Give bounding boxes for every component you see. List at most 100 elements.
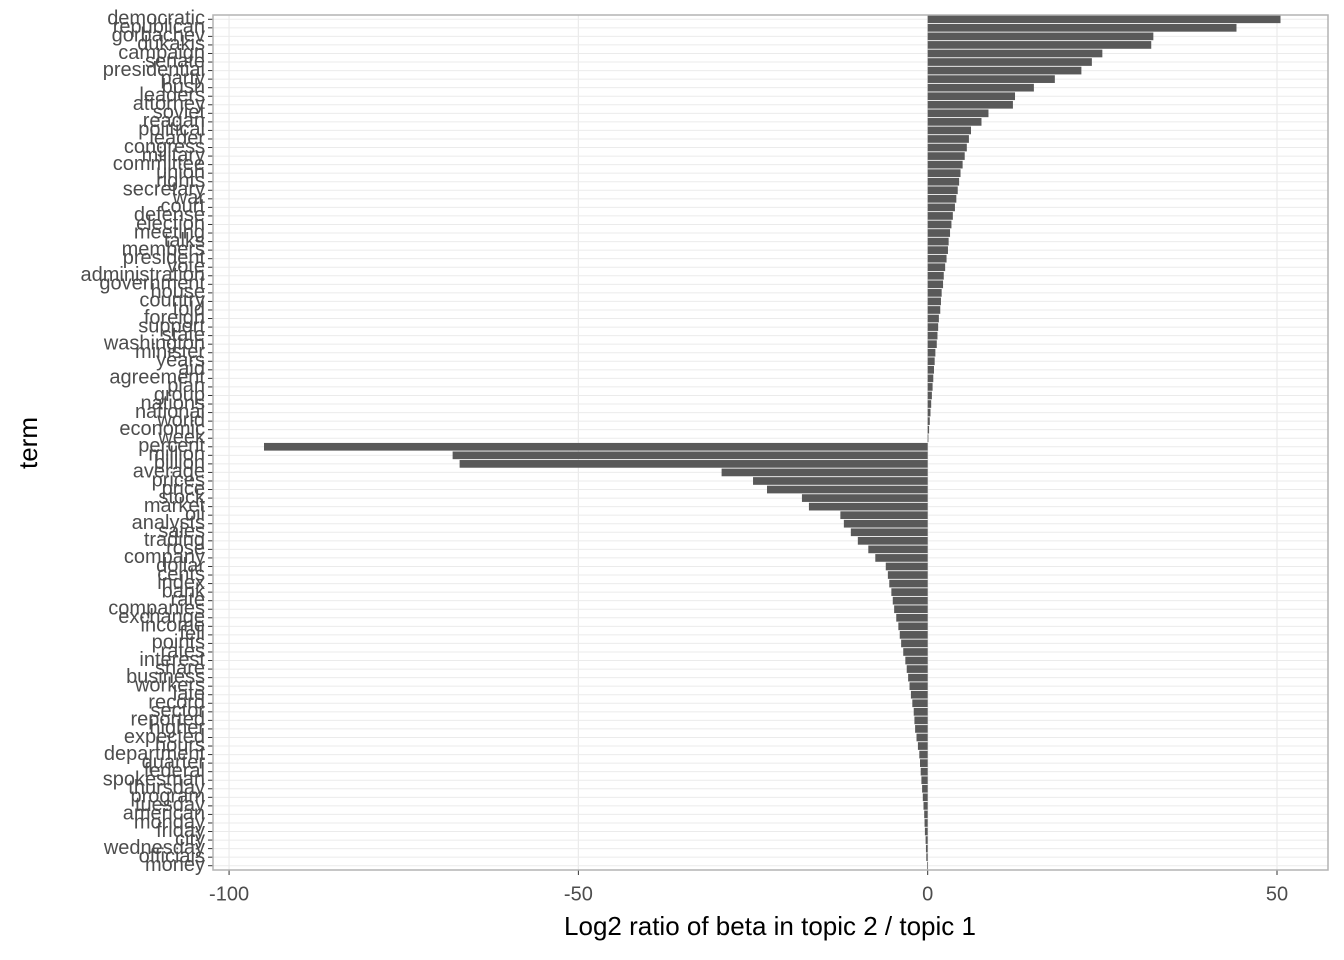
bar <box>927 246 948 254</box>
bar <box>920 767 928 776</box>
panel-border <box>212 14 1329 871</box>
y-tick-label: sector <box>151 700 206 722</box>
y-tick-label: expected <box>124 726 205 748</box>
bar <box>924 827 928 836</box>
y-tick-label: defense <box>134 204 205 226</box>
y-tick-label: trading <box>144 529 205 551</box>
y-tick-label: company <box>124 546 205 568</box>
bar <box>924 810 928 819</box>
y-tick-label: dukakis <box>137 33 205 55</box>
bar <box>927 237 949 246</box>
bar <box>927 118 982 126</box>
bar <box>922 793 928 802</box>
bar <box>903 648 928 656</box>
y-tick-label: program <box>131 786 205 808</box>
bar <box>919 750 928 759</box>
y-tick-label: vote <box>167 256 205 278</box>
x-tick-label: 50 <box>1266 883 1288 905</box>
bar <box>459 460 928 468</box>
bar <box>927 254 947 263</box>
bar <box>925 836 928 844</box>
bar <box>927 58 1092 66</box>
y-tick-label: administration <box>80 264 205 286</box>
bar <box>927 417 930 425</box>
bar <box>927 169 961 178</box>
y-tick-label: hours <box>155 734 205 756</box>
bar <box>912 699 928 708</box>
y-tick-label: talks <box>164 230 205 252</box>
bar <box>927 143 967 152</box>
y-tick-label: cents <box>157 563 205 585</box>
x-axis-title: Log2 ratio of beta in topic 2 / topic 1 <box>564 911 976 941</box>
bar <box>927 400 932 408</box>
bar <box>927 100 1013 109</box>
bar <box>808 502 928 511</box>
bar <box>927 365 934 374</box>
y-tick-label: monday <box>134 811 205 833</box>
bar <box>857 536 928 545</box>
y-tick-label: percent <box>138 435 205 457</box>
bar <box>868 545 928 554</box>
y-tick-label: tuesday <box>135 794 205 816</box>
y-tick-label: state <box>162 324 205 346</box>
y-tick-label: week <box>157 427 206 449</box>
bar <box>885 562 928 571</box>
x-tick-label: -50 <box>564 883 593 905</box>
y-tick-label: oil <box>185 503 205 525</box>
y-tick-label: federal <box>144 760 205 782</box>
bar <box>927 408 931 417</box>
bar <box>923 802 928 810</box>
y-tick-label: points <box>152 632 205 654</box>
y-tick-label: interest <box>139 649 205 671</box>
y-tick-label: group <box>154 384 205 406</box>
bar <box>889 579 928 588</box>
y-tick-label: index <box>157 572 205 594</box>
bar <box>927 212 953 220</box>
y-tick-label: friday <box>156 820 205 842</box>
y-tick-label: officials <box>139 845 205 867</box>
bar <box>927 348 936 357</box>
bar <box>263 442 928 451</box>
y-tick-label: share <box>155 657 205 679</box>
y-tick-label: american <box>123 803 205 825</box>
y-tick-label: million <box>148 444 205 466</box>
y-tick-label: rights <box>156 170 205 192</box>
y-tick-label: thursday <box>128 777 205 799</box>
y-tick-label: rose <box>166 538 205 560</box>
y-tick-label: told <box>173 298 205 320</box>
y-tick-label: world <box>156 409 205 431</box>
bar <box>909 682 928 691</box>
bar <box>908 673 928 682</box>
bar <box>926 853 928 862</box>
bar <box>892 596 928 605</box>
y-tick-label: reported <box>131 709 206 731</box>
bar <box>927 340 937 349</box>
y-tick-label: price <box>162 478 205 500</box>
y-tick-label: higher <box>149 717 205 739</box>
y-tick-label: billion <box>154 452 205 474</box>
y-tick-label: record <box>148 692 205 714</box>
bar <box>927 152 965 160</box>
bar <box>801 494 928 502</box>
bar <box>927 49 1103 58</box>
y-tick-label: union <box>156 161 205 183</box>
bar <box>927 83 1034 92</box>
y-tick-label: election <box>136 213 205 235</box>
bar <box>905 656 928 665</box>
y-tick-label: washington <box>103 332 205 354</box>
bar <box>927 135 969 143</box>
y-tick-label: attorney <box>133 93 205 115</box>
bar <box>927 109 989 118</box>
bar <box>914 716 928 725</box>
y-tick-label: analysts <box>132 512 205 534</box>
bar <box>927 41 1152 49</box>
bar <box>917 742 928 750</box>
bar <box>887 571 928 579</box>
y-tick-label: aid <box>178 358 205 380</box>
bar <box>927 177 960 186</box>
y-tick-label: reagan <box>143 110 205 132</box>
y-tick-label: wednesday <box>103 837 205 859</box>
bar <box>922 784 928 793</box>
y-tick-label: average <box>133 461 205 483</box>
